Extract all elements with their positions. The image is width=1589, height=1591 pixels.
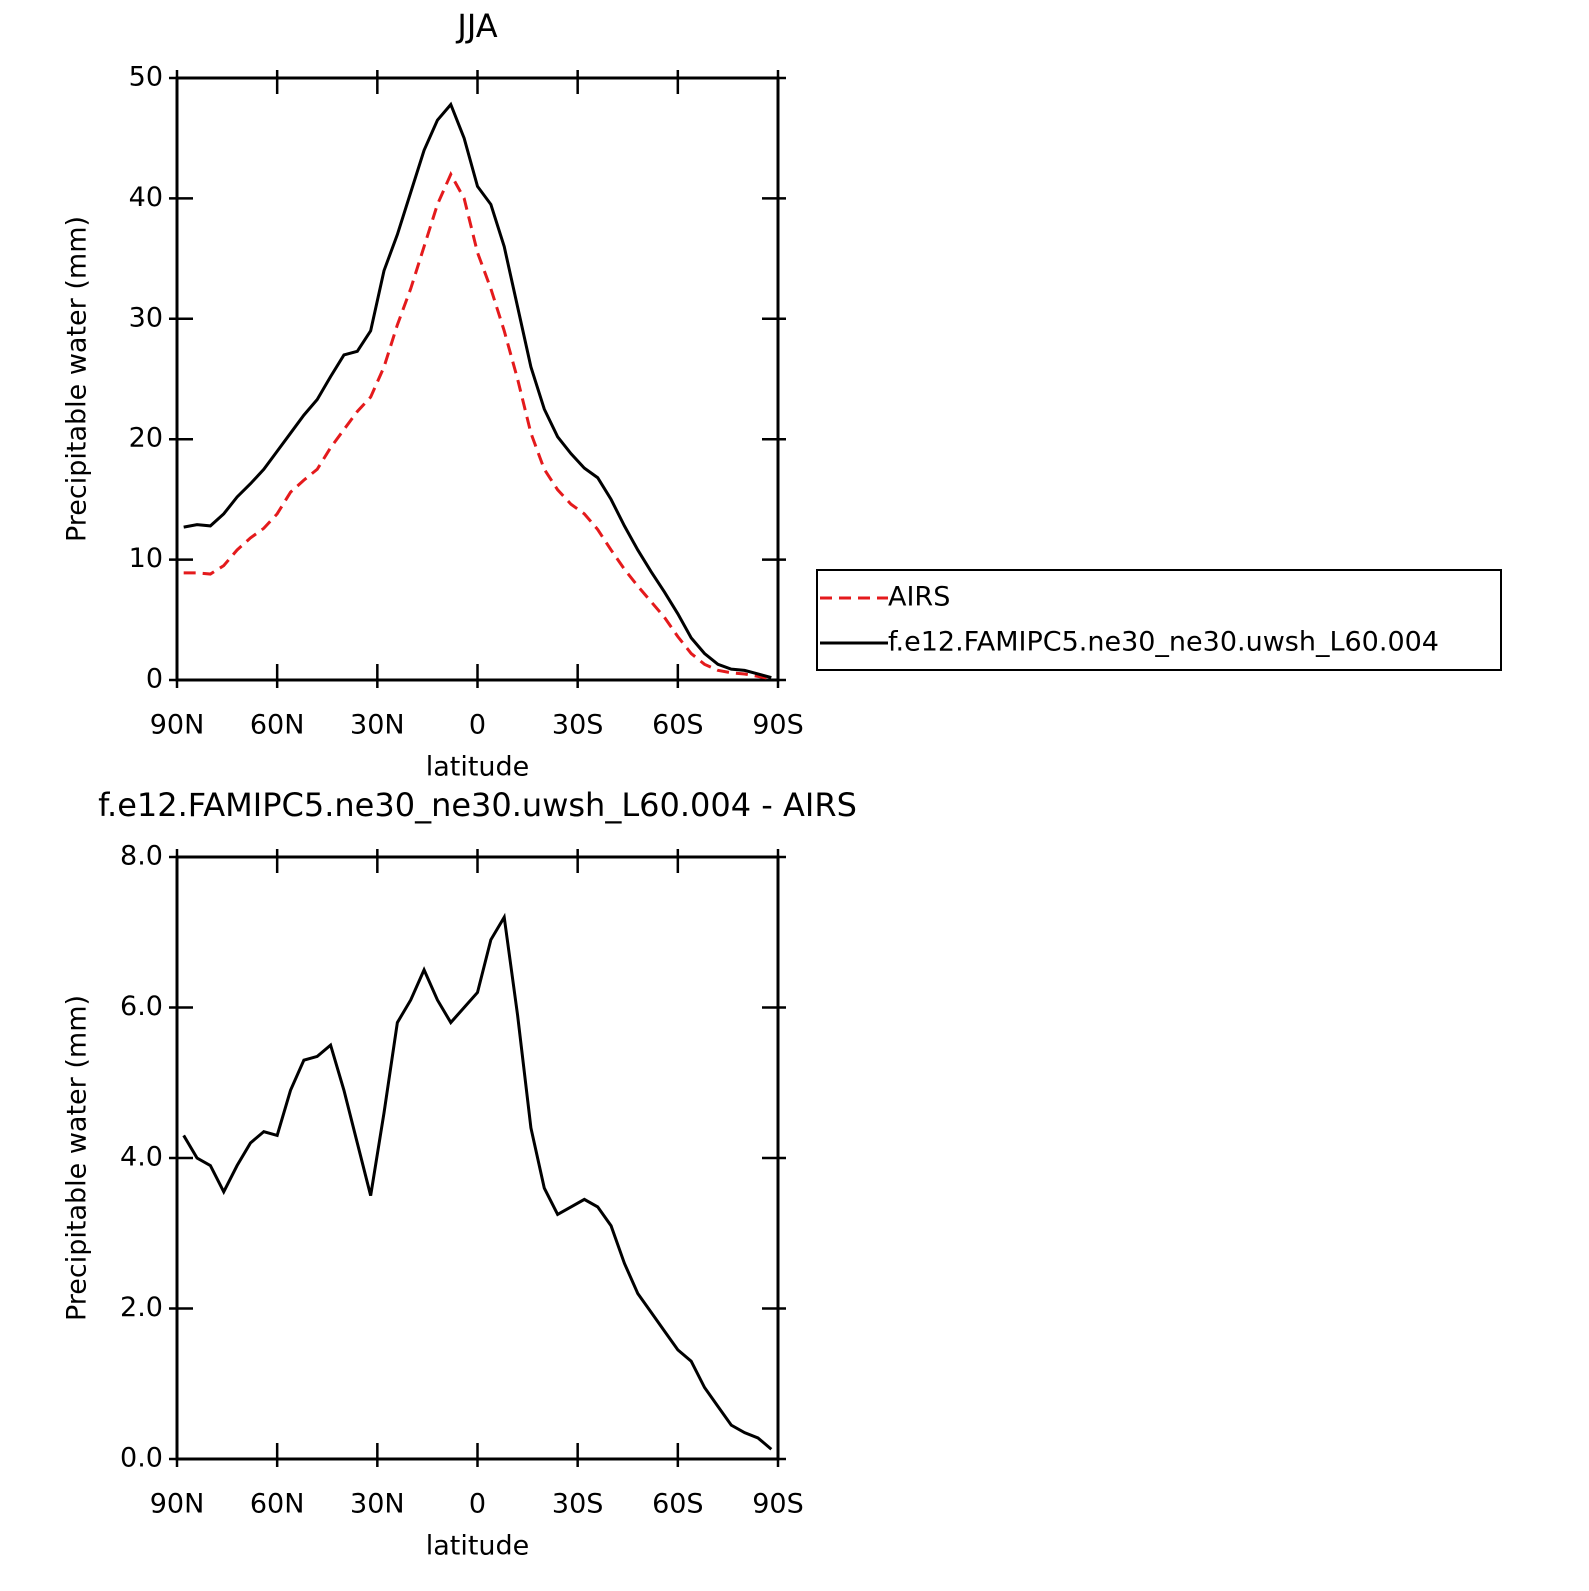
data-line (183, 101, 772, 680)
y-tick-label: 4.0 (120, 1142, 163, 1173)
legend-label: f.e12.FAMIPC5.ne30_ne30.uwsh_L60.004 (888, 627, 1439, 658)
plot-frame (175, 855, 780, 1461)
y-axis-label: Precipitable water (mm) (62, 995, 93, 1321)
x-tick-label: 60N (250, 1489, 305, 1520)
y-tick-label: 10 (129, 543, 163, 574)
legend-box (816, 569, 1502, 671)
x-tick-label: 30S (552, 1489, 604, 1520)
x-tick-label: 60S (652, 710, 704, 741)
legend-label: AIRS (888, 582, 950, 613)
y-tick-label: 0.0 (120, 1443, 163, 1474)
chart-title: f.e12.FAMIPC5.ne30_ne30.uwsh_L60.004 - A… (98, 786, 857, 824)
x-tick-label: 30S (552, 710, 604, 741)
x-tick-label: 0 (469, 710, 486, 741)
x-axis-label: latitude (426, 1531, 530, 1562)
x-tick-label: 30N (350, 710, 405, 741)
data-line (183, 170, 772, 681)
data-line (182, 912, 773, 1451)
x-axis-label: latitude (426, 752, 530, 783)
y-tick-label: 40 (129, 182, 163, 213)
x-tick-label: 0 (469, 1489, 486, 1520)
y-tick-label: 20 (129, 423, 163, 454)
y-axis-label: Precipitable water (mm) (62, 216, 93, 542)
x-tick-label: 30N (350, 1489, 405, 1520)
y-tick-label: 2.0 (120, 1292, 163, 1323)
plot-frame (175, 76, 780, 682)
x-tick-label: 60S (652, 1489, 704, 1520)
chart-title: JJA (455, 7, 497, 45)
y-tick-label: 0 (146, 664, 163, 695)
y-tick-label: 8.0 (120, 841, 163, 872)
x-tick-label: 90N (150, 710, 205, 741)
x-tick-label: 90S (752, 710, 804, 741)
y-tick-label: 6.0 (120, 991, 163, 1022)
x-tick-label: 90S (752, 1489, 804, 1520)
y-tick-label: 50 (129, 62, 163, 93)
x-tick-label: 60N (250, 710, 305, 741)
x-tick-label: 90N (150, 1489, 205, 1520)
y-tick-label: 30 (129, 302, 163, 333)
